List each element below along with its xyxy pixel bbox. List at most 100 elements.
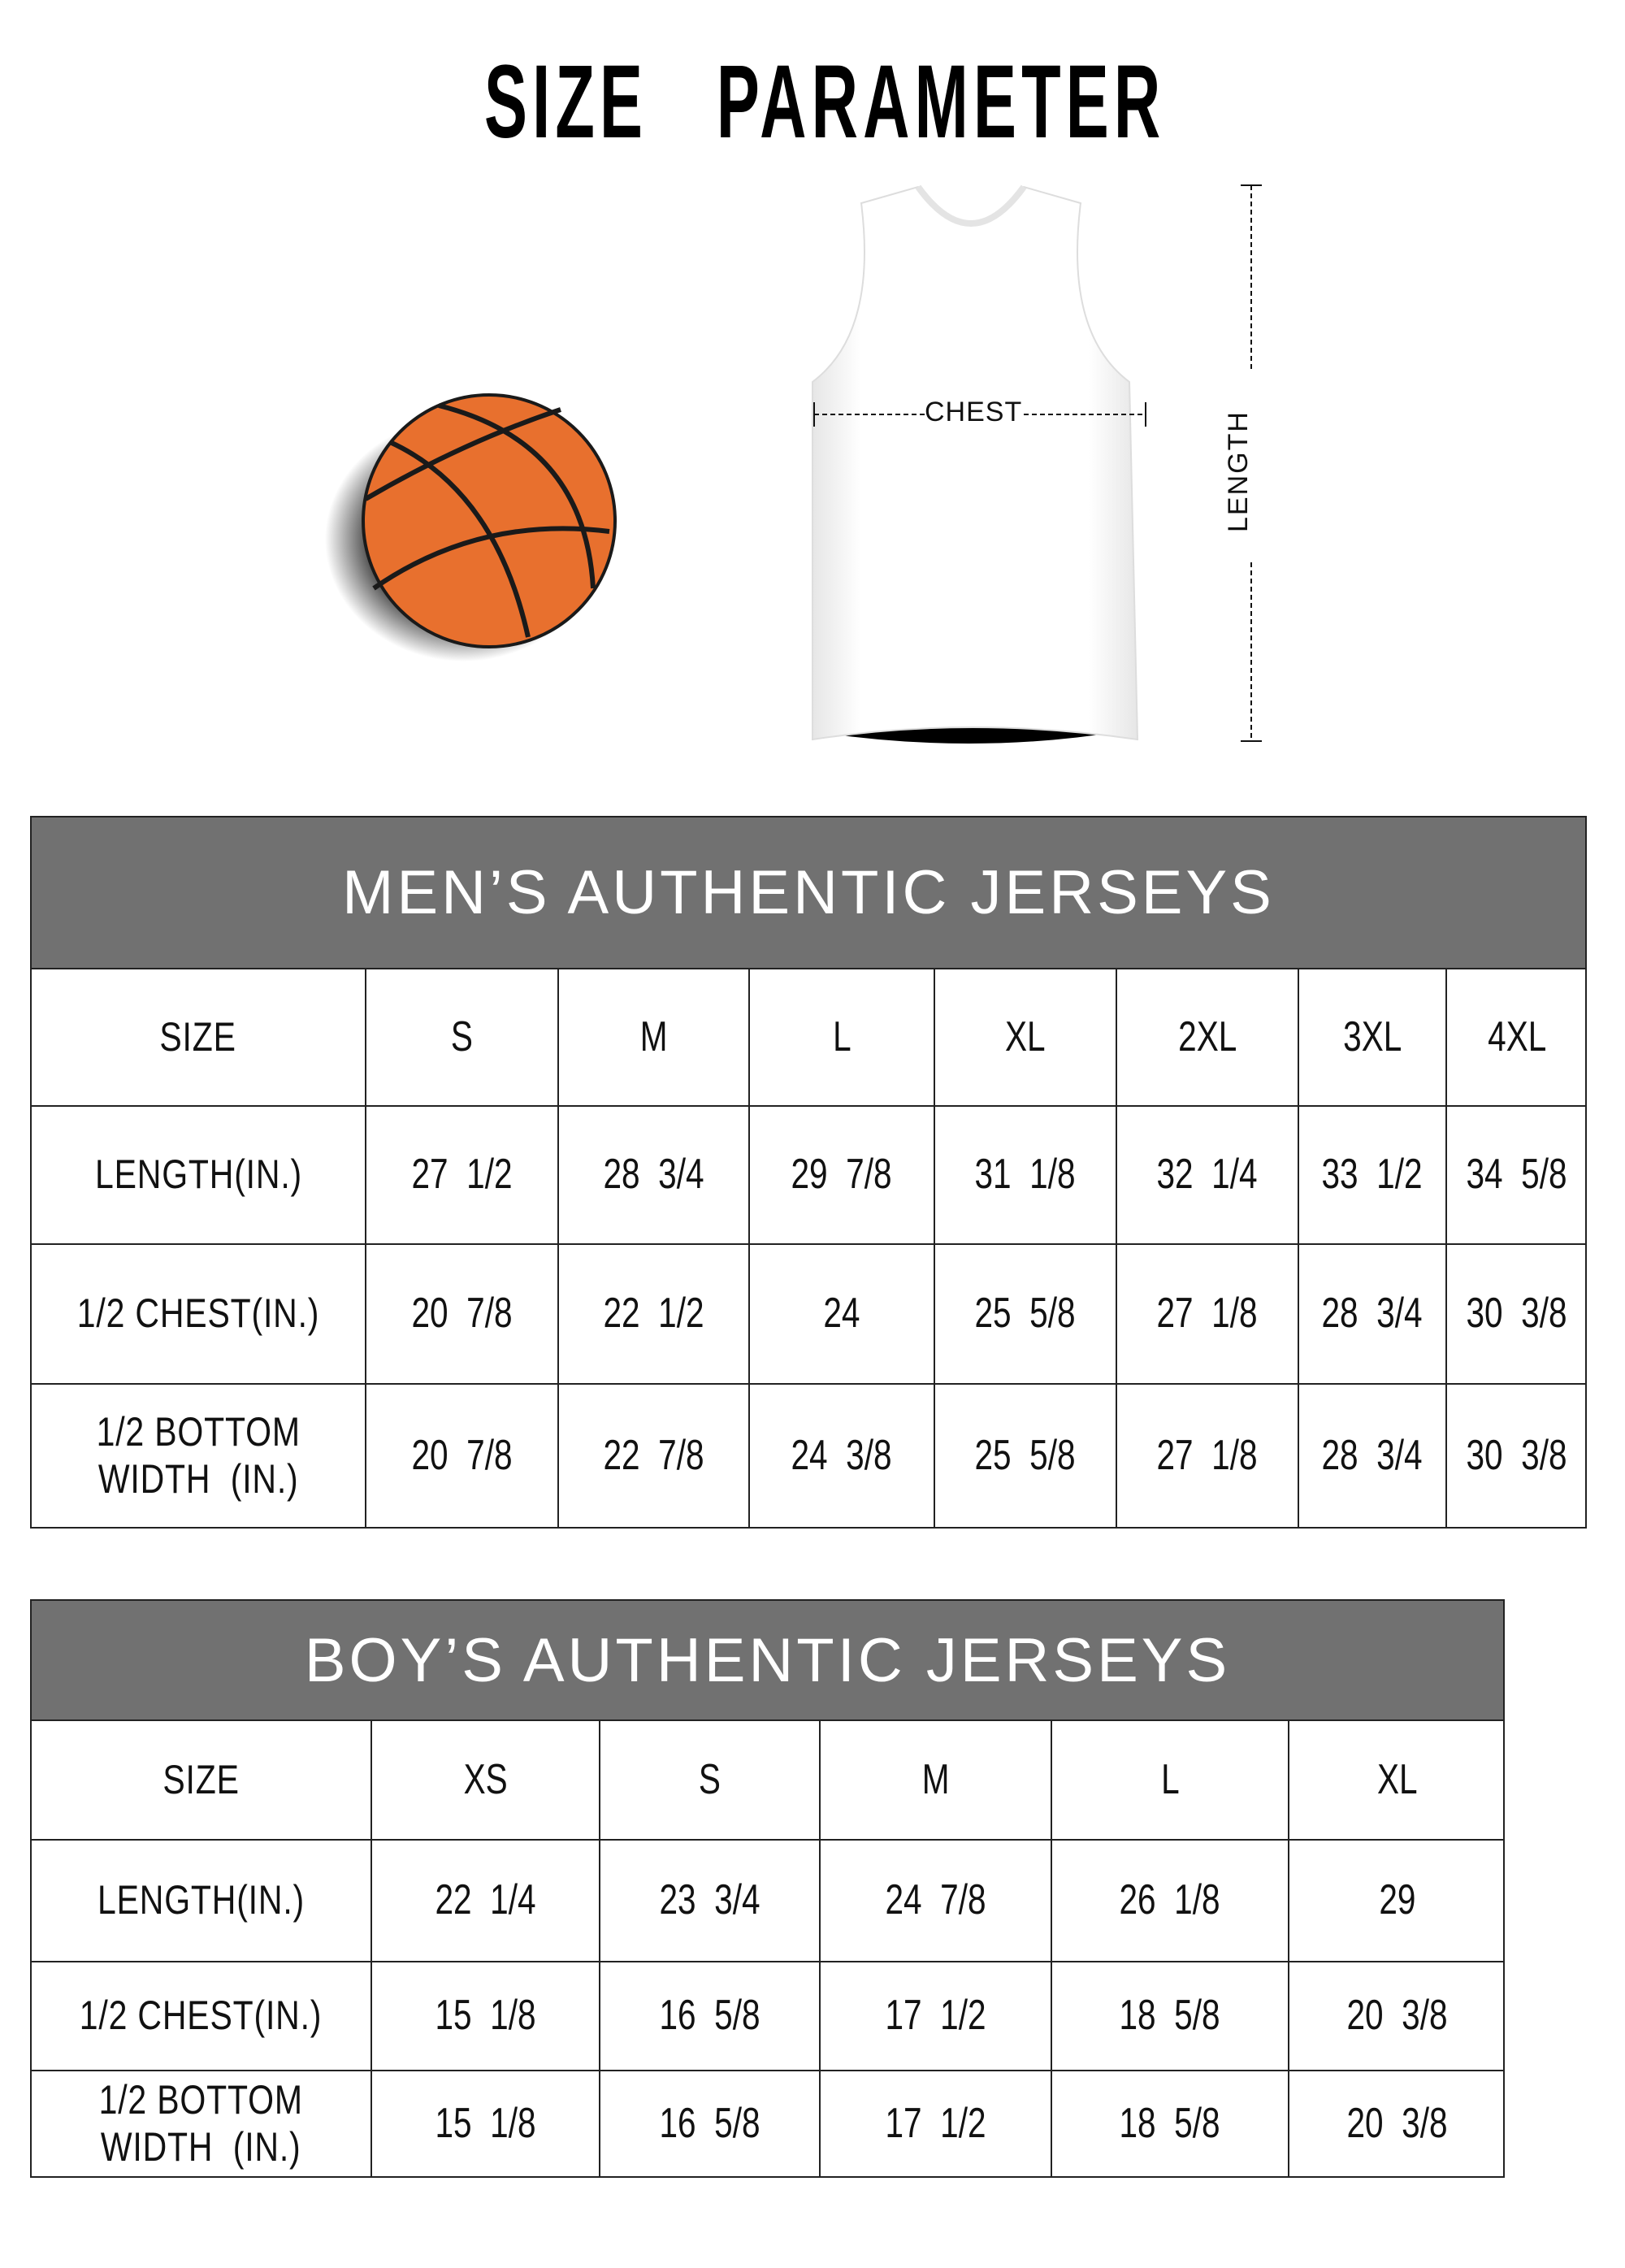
cell-text: 20 3/8	[1346, 1992, 1448, 2040]
cell-text: 20 7/8	[411, 1290, 513, 1338]
table-cell: 27 1/8	[1117, 1245, 1299, 1385]
cell-text: 27 1/8	[1156, 1290, 1259, 1338]
table-cell: 18 5/8	[1052, 1962, 1289, 2071]
cell-text: 25 5/8	[974, 1290, 1077, 1338]
table-cell: 34 5/8	[1447, 1107, 1587, 1245]
cell-text: 2XL	[1177, 1013, 1237, 1060]
table-cell: 28 3/4	[559, 1107, 750, 1245]
table-cell: 18 5/8	[1052, 2071, 1289, 2176]
cell-text: 1/2 BOTTOM WIDTH (IN.)	[96, 1409, 301, 1502]
table-cell: 15 1/8	[372, 1962, 600, 2071]
jersey-diagram	[812, 184, 1146, 744]
table-cell: 20 3/8	[1289, 2071, 1505, 2176]
table-cell: 29	[1289, 1841, 1505, 1962]
table-cell: 16 5/8	[600, 1962, 821, 2071]
table-cell: 20 7/8	[366, 1385, 559, 1527]
cell-text: 22 1/2	[603, 1290, 704, 1338]
cell-text: S	[450, 1013, 474, 1060]
cell-text: 16 5/8	[659, 1992, 760, 2040]
size-column-header: L	[750, 968, 935, 1107]
cell-text: L	[832, 1013, 852, 1060]
cell-text: 24	[823, 1290, 860, 1338]
size-column-header: L	[1052, 1719, 1289, 1841]
row-label: 1/2 BOTTOM WIDTH (IN.)	[32, 1385, 366, 1527]
cell-text: 26 1/8	[1119, 1876, 1221, 1924]
table-cell: 33 1/2	[1299, 1107, 1447, 1245]
chest-label: CHEST	[925, 397, 1023, 427]
cell-text: 4XL	[1487, 1013, 1547, 1060]
row-label: 1/2 CHEST(IN.)	[32, 1245, 366, 1385]
cell-text: 25 5/8	[974, 1431, 1077, 1479]
cell-text: 28 3/4	[603, 1151, 704, 1199]
boys-size-table: BOY’S AUTHENTIC JERSEYS SIZE XS S M L XL LENGT…	[30, 1599, 1505, 2178]
table-cell: 29 7/8	[750, 1107, 935, 1245]
table-cell: 24 7/8	[821, 1841, 1052, 1962]
table-cell: 24 3/8	[750, 1385, 935, 1527]
cell-text: LENGTH(IN.)	[94, 1151, 302, 1198]
cell-text: 3XL	[1342, 1013, 1402, 1060]
size-column-header: XL	[1289, 1719, 1505, 1841]
cell-text: 32 1/4	[1156, 1151, 1259, 1199]
basketball-icon	[325, 393, 617, 661]
cell-text: 22 1/4	[435, 1876, 536, 1924]
cell-text: 1/2 CHEST(IN.)	[80, 1993, 323, 2039]
table-cell: 27 1/8	[1117, 1385, 1299, 1527]
cell-text: L	[1160, 1755, 1180, 1803]
cell-text: XL	[1005, 1013, 1046, 1060]
cell-text: 30 3/8	[1466, 1290, 1568, 1338]
cell-text: 22 7/8	[603, 1431, 704, 1479]
table-cell: 22 7/8	[559, 1385, 750, 1527]
size-header: SIZE	[32, 968, 366, 1107]
row-label: 1/2 CHEST(IN.)	[32, 1962, 372, 2071]
cell-text: 31 1/8	[974, 1151, 1077, 1199]
cell-text: 30 3/8	[1466, 1431, 1568, 1479]
cell-text: 29	[1378, 1876, 1416, 1924]
size-header: SIZE	[32, 1719, 372, 1841]
cell-text: 24 7/8	[885, 1876, 986, 1924]
table-cell: 25 5/8	[935, 1245, 1117, 1385]
size-column-header: 2XL	[1117, 968, 1299, 1107]
size-column-header: M	[559, 968, 750, 1107]
size-column-header: S	[366, 968, 559, 1107]
table-cell: 15 1/8	[372, 2071, 600, 2176]
cell-text: XL	[1376, 1755, 1418, 1803]
cell-text: SIZE	[162, 1756, 240, 1802]
cell-text: 27 1/2	[411, 1151, 513, 1199]
cell-text: 27 1/8	[1156, 1431, 1259, 1479]
cell-text: 28 3/4	[1321, 1431, 1424, 1479]
table-cell: 24	[750, 1245, 935, 1385]
cell-text: 23 3/4	[659, 1876, 760, 1924]
size-column-header: M	[821, 1719, 1052, 1841]
page-title: SIZE PARAMETER	[483, 44, 1166, 160]
cell-text: 34 5/8	[1466, 1151, 1568, 1199]
cell-text: 29 7/8	[791, 1151, 893, 1199]
table-cell: 26 1/8	[1052, 1841, 1289, 1962]
cell-text: 24 3/8	[791, 1431, 893, 1479]
cell-text: M	[639, 1013, 668, 1060]
cell-text: 20 7/8	[411, 1431, 513, 1479]
size-column-header: XS	[372, 1719, 600, 1841]
table-cell: 16 5/8	[600, 2071, 821, 2176]
row-label: LENGTH(IN.)	[32, 1107, 366, 1245]
boys-table-title: BOY’S AUTHENTIC JERSEYS	[32, 1601, 1503, 1719]
length-label: LENGTH	[1223, 410, 1254, 532]
table-cell: 22 1/4	[372, 1841, 600, 1962]
cell-text: LENGTH(IN.)	[97, 1877, 306, 1923]
cell-text: S	[698, 1755, 722, 1803]
table-cell: 22 1/2	[559, 1245, 750, 1385]
table-cell: 20 3/8	[1289, 1962, 1505, 2071]
cell-text: 1/2 BOTTOM WIDTH (IN.)	[98, 2077, 304, 2170]
row-label: LENGTH(IN.)	[32, 1841, 372, 1962]
size-column-header: 4XL	[1447, 968, 1587, 1107]
length-measure-line	[1241, 184, 1262, 742]
table-cell: 31 1/8	[935, 1107, 1117, 1245]
cell-text: 17 1/2	[885, 2099, 986, 2147]
table-cell: 25 5/8	[935, 1385, 1117, 1527]
mens-size-table: MEN’S AUTHENTIC JERSEYS SIZE S M L XL 2XL 3XL 4…	[30, 816, 1587, 1529]
mens-table-title: MEN’S AUTHENTIC JERSEYS	[32, 817, 1585, 968]
table-cell: 23 3/4	[600, 1841, 821, 1962]
table-cell: 17 1/2	[821, 2071, 1052, 2176]
cell-text: 15 1/8	[435, 2099, 536, 2147]
cell-text: M	[921, 1755, 950, 1803]
cell-text: 33 1/2	[1321, 1151, 1424, 1199]
